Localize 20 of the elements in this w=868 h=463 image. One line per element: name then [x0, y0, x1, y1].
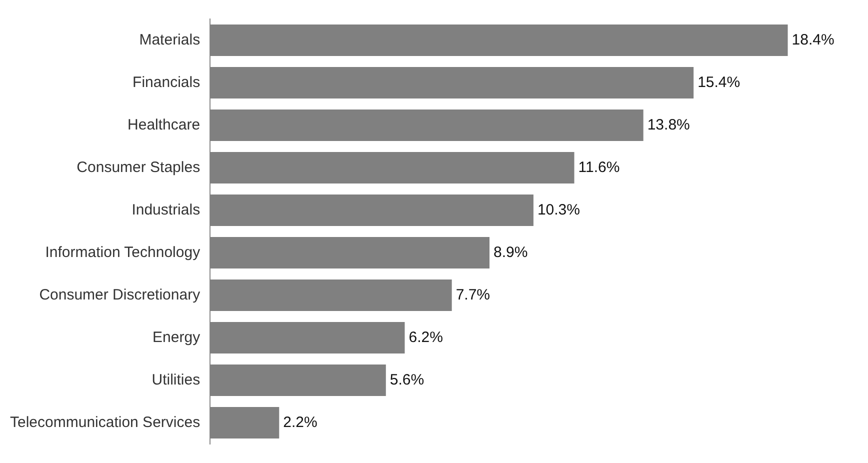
- data-label: 10.3%: [537, 201, 580, 218]
- y-tick-label: Industrials: [132, 201, 200, 218]
- y-tick-label: Financials: [132, 74, 200, 91]
- y-tick-label: Information Technology: [45, 244, 201, 261]
- data-label: 13.8%: [647, 116, 690, 134]
- data-label: 7.7%: [456, 286, 490, 304]
- data-label: 15.4%: [698, 74, 740, 91]
- data-label: 8.9%: [494, 244, 528, 261]
- data-label: 5.6%: [390, 371, 424, 388]
- data-label: 18.4%: [792, 31, 834, 48]
- y-tick-label: Consumer Staples: [76, 158, 200, 176]
- y-tick-label: Healthcare: [128, 116, 200, 134]
- y-tick-label: Telecommunication Services: [10, 414, 200, 431]
- y-tick-label: Energy: [152, 328, 201, 346]
- y-tick-label: Utilities: [152, 371, 200, 388]
- y-tick-label: Consumer Discretionary: [39, 286, 201, 304]
- data-label: 11.6%: [578, 158, 620, 176]
- data-label: 6.2%: [408, 328, 443, 346]
- y-tick-label: Materials: [139, 31, 200, 48]
- data-label: 2.2%: [283, 414, 318, 431]
